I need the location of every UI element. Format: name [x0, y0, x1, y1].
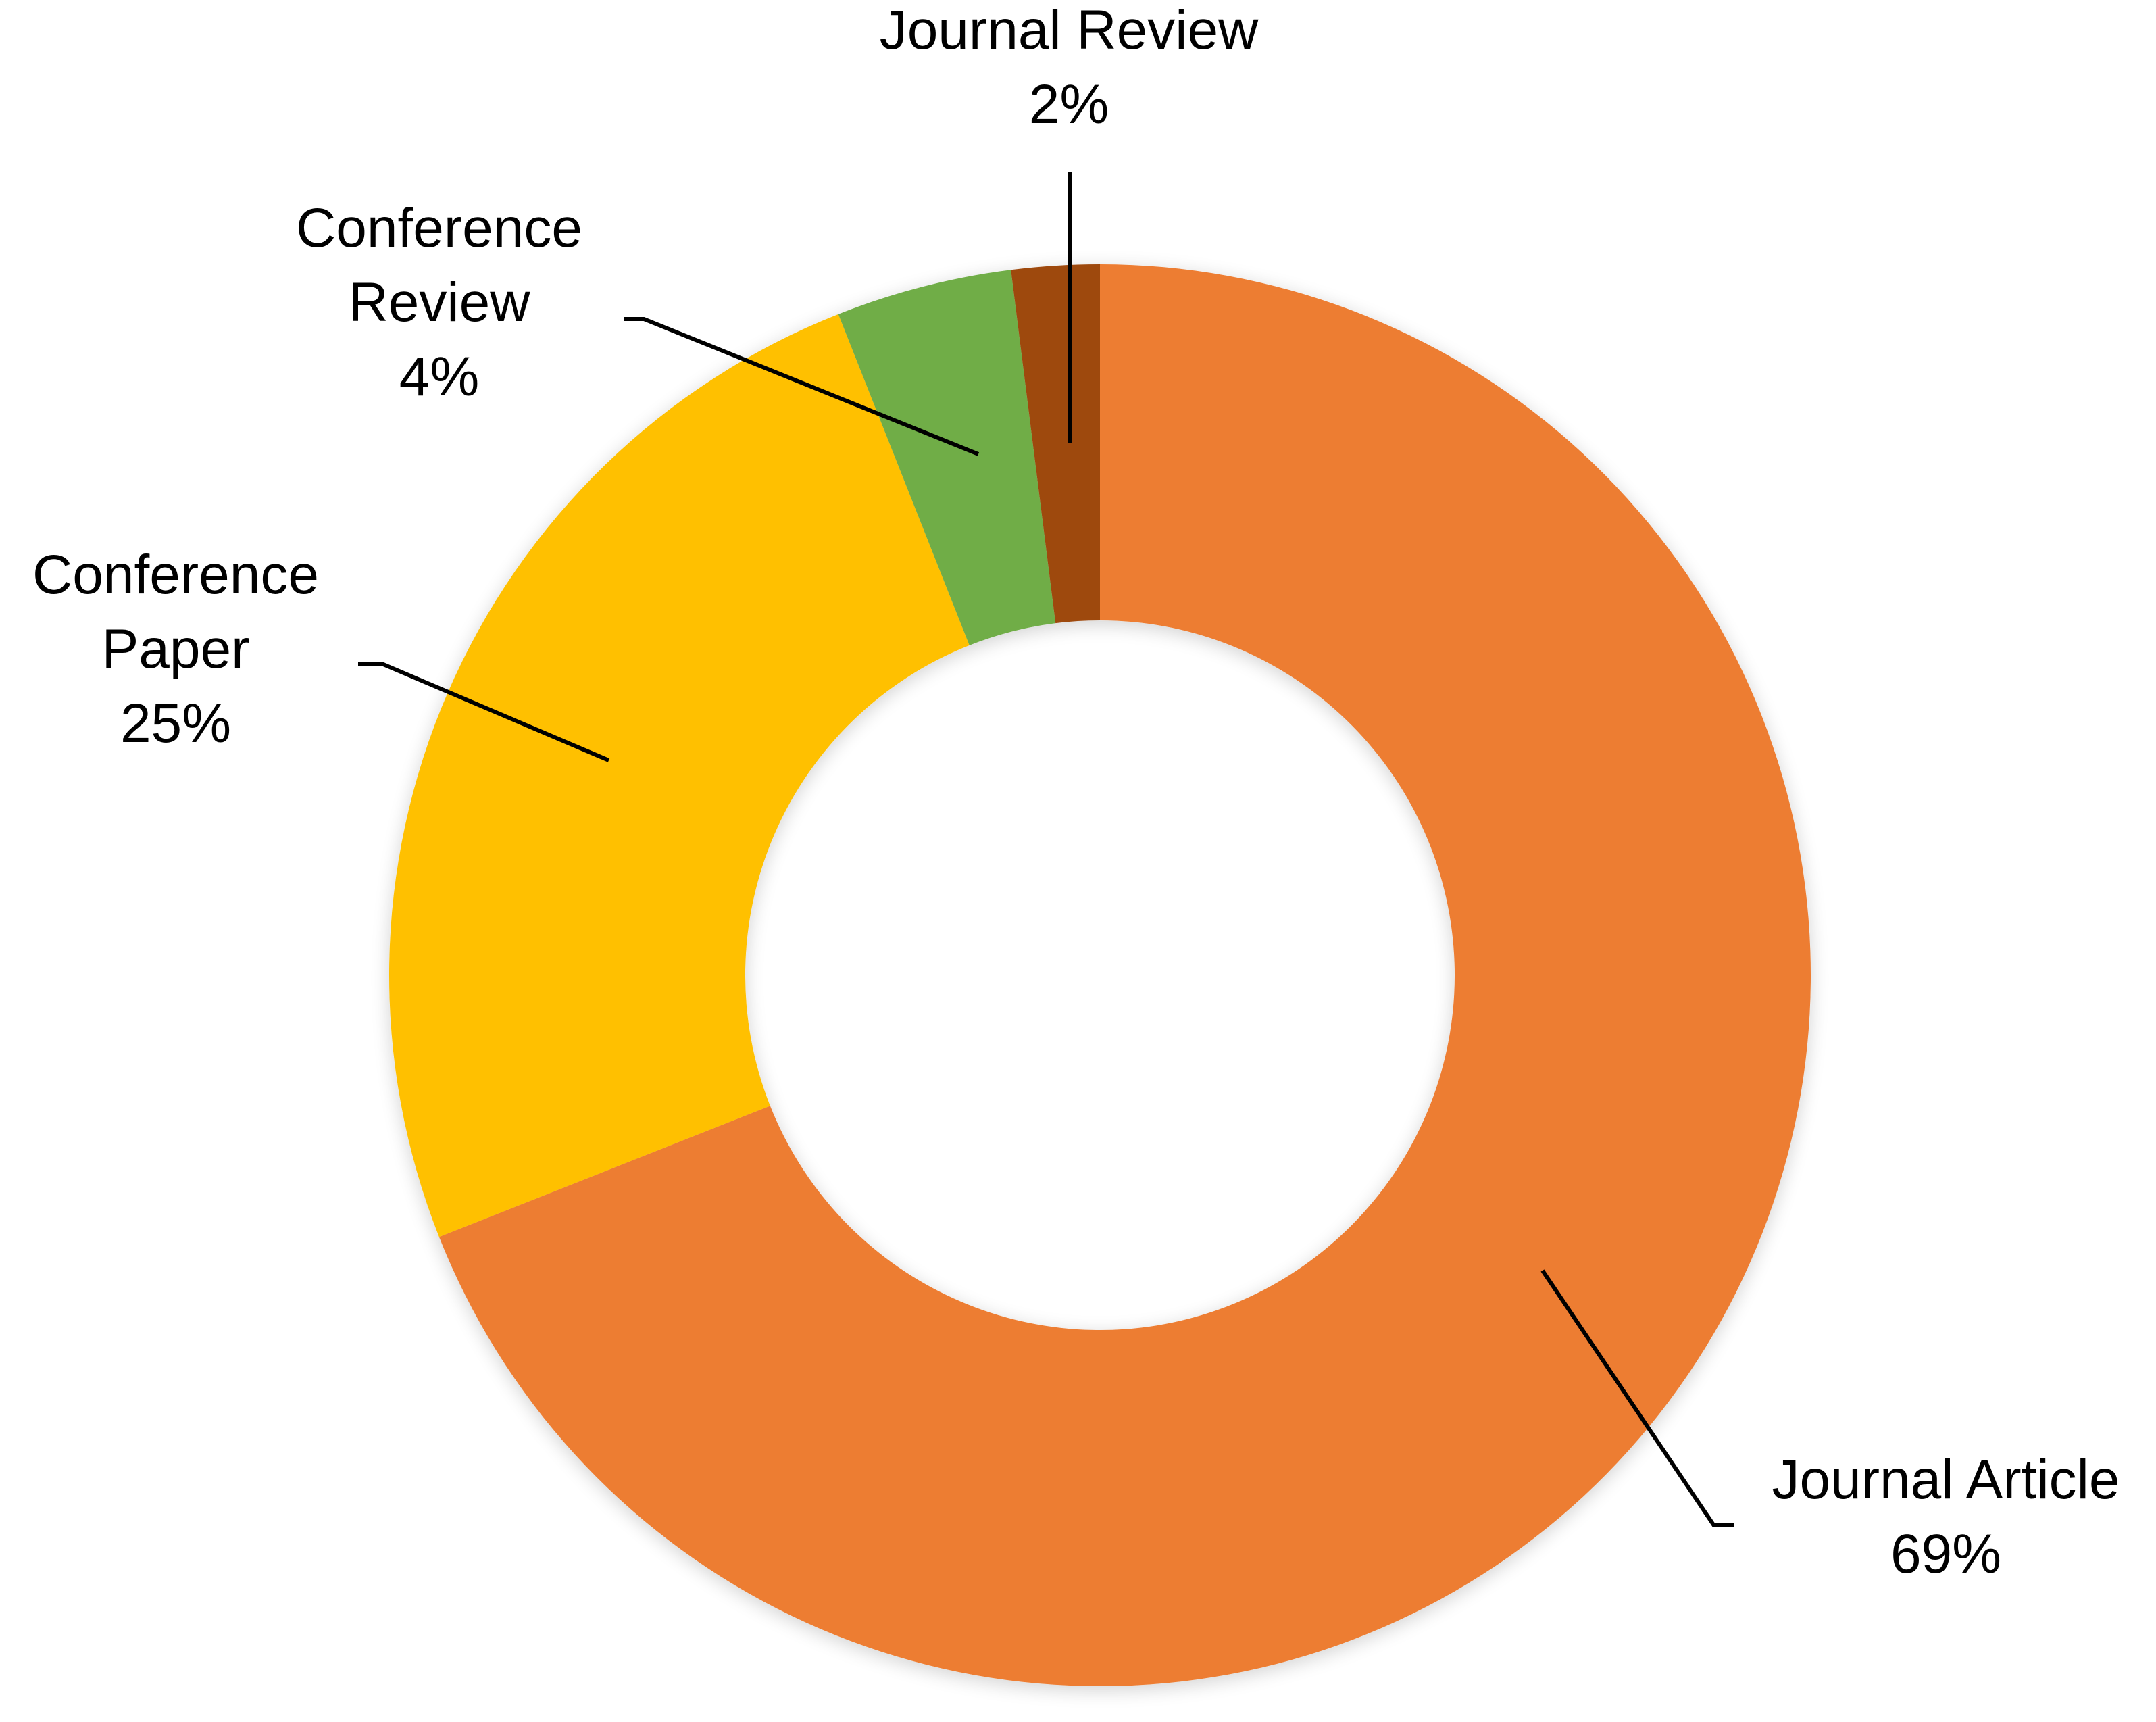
slice-journal-review [1011, 264, 1100, 624]
leader-line-journal-article [1540, 1269, 1734, 1527]
leader-line-conference-review [624, 317, 980, 456]
slice-journal-article [438, 264, 1811, 1687]
category-label: Conference [296, 197, 582, 259]
value-label: 69% [1890, 1523, 2001, 1585]
slice-conference-review [838, 270, 1056, 645]
value-label: 25% [120, 693, 231, 754]
leader-line-conference-paper [358, 662, 610, 762]
data-label-journal-review: Journal Review 2% [880, 0, 1259, 135]
value-label: 2% [1029, 74, 1109, 135]
slice-conference-paper [388, 314, 970, 1237]
category-label: Journal Review [880, 0, 1259, 61]
category-label: Conference [32, 544, 319, 606]
category-label: Journal Article [1772, 1449, 2120, 1510]
data-label-conference-review: Conference Review 4% [296, 197, 582, 408]
data-label-conference-paper: Conference Paper 25% [32, 544, 319, 754]
label-group: Journal Article 69%Conference Paper 25%Conf… [32, 0, 2120, 1585]
slice-group [388, 264, 1811, 1687]
category-label: Review [349, 272, 531, 333]
data-label-journal-article: Journal Article 69% [1772, 1449, 2120, 1585]
value-label: 4% [399, 346, 480, 408]
leader-line-group [358, 172, 1734, 1527]
category-label: Paper [102, 618, 250, 680]
